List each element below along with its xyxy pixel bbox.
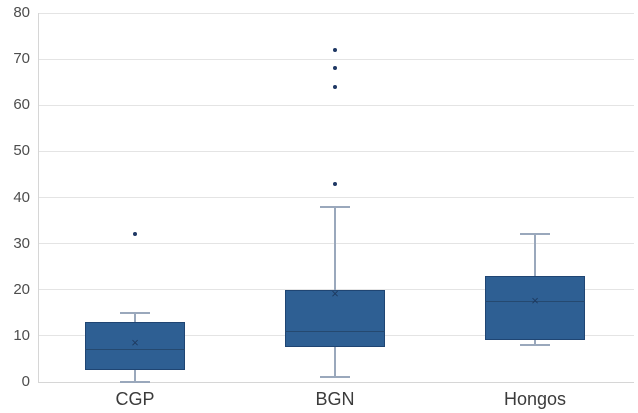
x-axis-category-label: CGP [115, 389, 155, 409]
x-axis-category-label: Hongos [503, 389, 567, 409]
gridline [38, 381, 634, 383]
median-line [285, 330, 385, 332]
y-axis-tick-label: 0 [21, 373, 30, 390]
x-axis-category-label: BGN [315, 389, 355, 409]
median-line [85, 349, 185, 351]
gridline [38, 197, 634, 198]
gridline [38, 58, 634, 60]
whisker-upper-cap [520, 233, 550, 236]
gridline [38, 12, 634, 14]
whisker-lower-line [534, 340, 536, 346]
mean-marker: × [531, 293, 539, 309]
gridline [38, 104, 634, 106]
box [285, 289, 385, 348]
box [485, 275, 585, 341]
whisker-upper-line [134, 312, 136, 323]
y-axis-tick-label: 10 [13, 326, 30, 344]
whisker-lower-line [334, 347, 336, 378]
mean-marker: × [131, 334, 139, 350]
median-line [485, 300, 585, 302]
whisker-upper-cap [320, 205, 350, 208]
y-axis-tick-label: 80 [13, 4, 30, 21]
mean-marker: × [331, 286, 339, 302]
whisker-lower-cap [120, 381, 150, 383]
gridline [38, 243, 634, 245]
outlier-point [133, 232, 137, 237]
y-axis-tick-label: 40 [13, 188, 30, 206]
whisker-upper-line [534, 234, 536, 276]
outlier-point [333, 181, 337, 186]
gridline [38, 150, 634, 152]
outlier-point [333, 84, 337, 89]
whisker-upper-line [334, 206, 336, 290]
whisker-lower-cap [320, 376, 350, 379]
whisker-lower-cap [520, 344, 550, 347]
outlier-point [333, 66, 337, 71]
outlier-point [333, 47, 337, 52]
whisker-lower-line [134, 370, 136, 382]
box [85, 322, 185, 371]
y-axis-tick-label: 30 [13, 234, 30, 252]
y-axis-tick-label: 20 [13, 280, 30, 298]
y-axis-tick-label: 50 [13, 142, 30, 160]
y-axis-tick-label: 60 [13, 96, 30, 114]
whisker-upper-cap [120, 311, 150, 314]
y-axis-line [38, 13, 39, 382]
y-axis-tick-label: 70 [13, 50, 30, 68]
